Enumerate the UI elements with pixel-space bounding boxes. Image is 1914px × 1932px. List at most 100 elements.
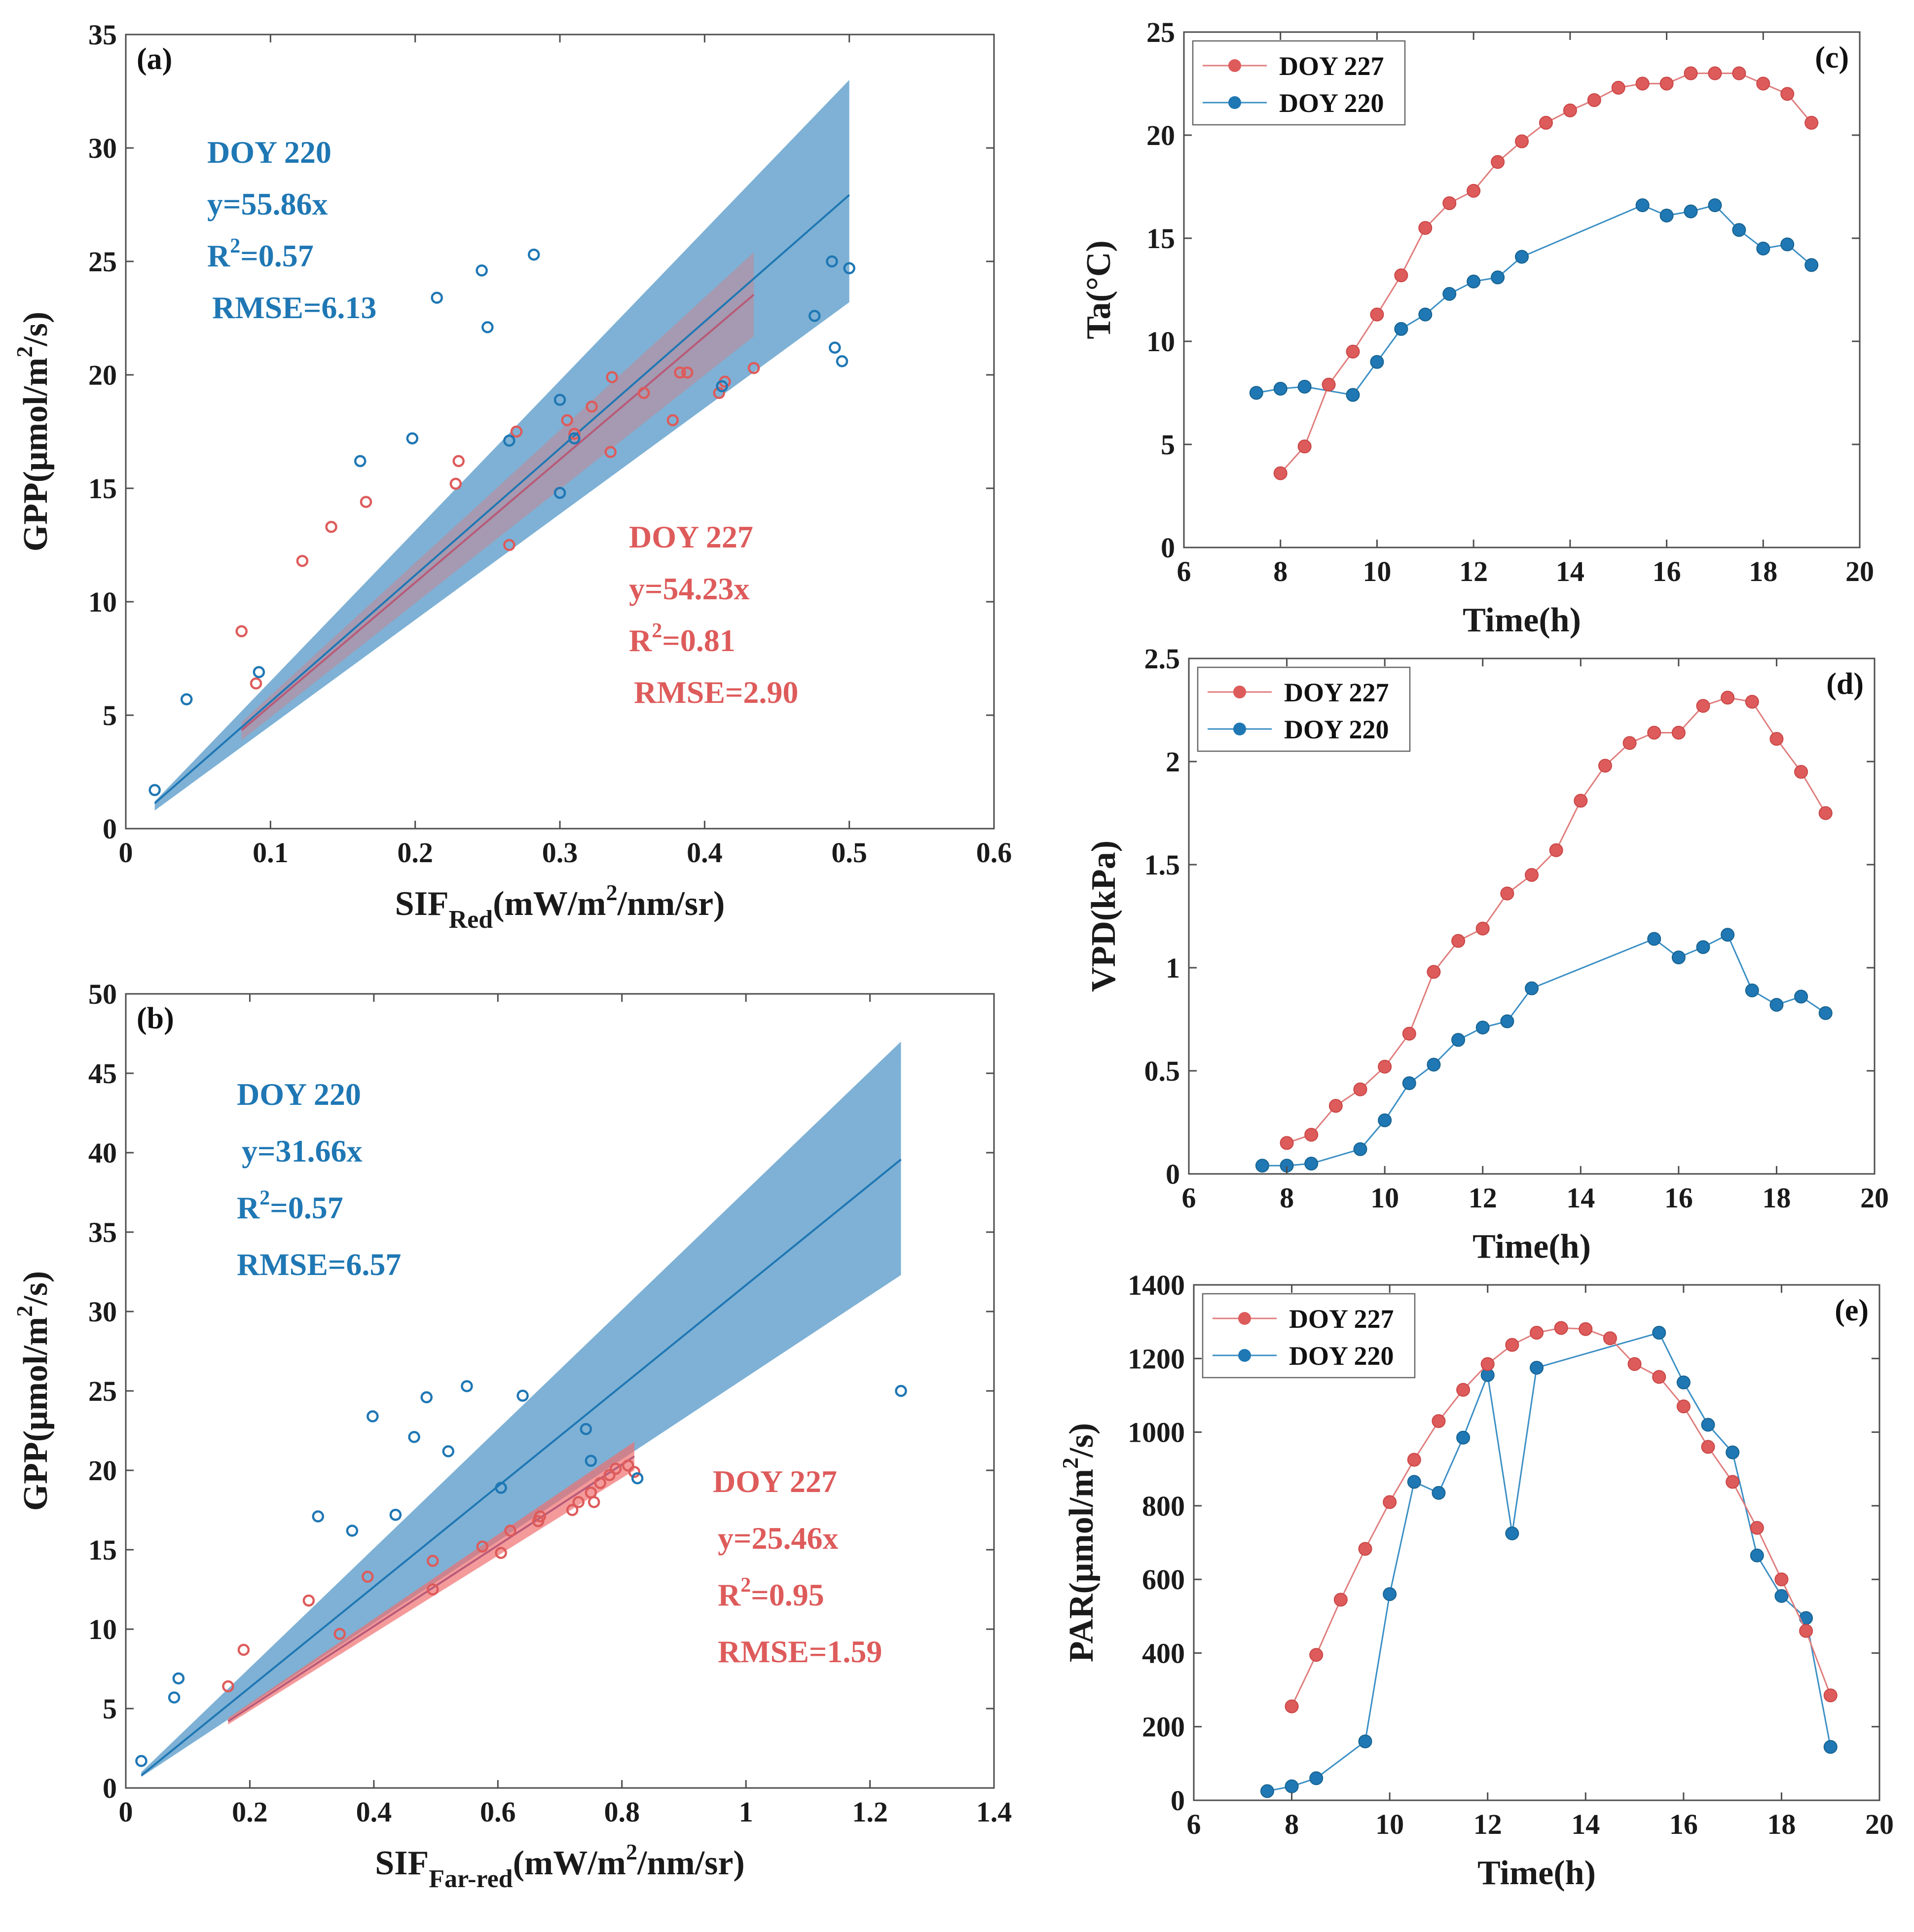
point-doy227 [1475, 921, 1490, 936]
y-tick-label: 1400 [1128, 1269, 1185, 1301]
point-doy227 [222, 1680, 234, 1693]
x-axis-label: Time(h) [1463, 601, 1581, 639]
x-tick-label: 0.4 [356, 1796, 392, 1828]
x-tick-label: 1.4 [976, 1796, 1012, 1828]
point-doy220 [1418, 307, 1433, 322]
y-tick-label: 10 [1146, 326, 1175, 358]
panel-a: 0 0.1 0.2 0.3 0.4 0.5 0.605101520253035(a)SIFR… [12, 19, 1012, 934]
point-doy220 [1358, 1734, 1372, 1749]
y-tick-label: 20 [1146, 119, 1175, 151]
point-doy227 [1309, 1648, 1324, 1662]
point-doy220 [476, 264, 488, 277]
legend-marker [1228, 59, 1241, 72]
annotation-doy220-rmse: RMSE=6.57 [237, 1247, 401, 1282]
y-tick-label: 20 [88, 359, 117, 391]
x-tick-label: 12 [1459, 555, 1488, 587]
point-doy220 [367, 1410, 379, 1422]
fit-line-doy220 [141, 1159, 902, 1777]
point-doy220 [1475, 1021, 1490, 1035]
point-doy227 [250, 677, 262, 690]
y-tick-label: 5 [103, 699, 117, 731]
y-tick-label: 25 [88, 246, 117, 278]
point-doy227 [1491, 155, 1505, 169]
point-doy220 [829, 341, 841, 354]
annotation-doy227-r2-value: =0.81 [662, 623, 735, 658]
point-doy227 [1505, 1338, 1519, 1352]
y-label-end: /s) [17, 312, 55, 347]
point-doy220 [406, 432, 419, 445]
point-doy227 [1611, 80, 1625, 95]
point-doy227 [1346, 344, 1360, 359]
y-tick-label: 1000 [1128, 1417, 1185, 1449]
annotation-doy220-equation: y=31.66x [242, 1133, 362, 1168]
y-tick-label: 25 [1146, 16, 1175, 48]
point-doy220 [716, 380, 728, 393]
point-doy227 [1456, 1383, 1471, 1397]
point-doy220 [1260, 1784, 1274, 1798]
x-tick-label: 16 [1653, 555, 1681, 587]
point-doy220 [1407, 1475, 1421, 1489]
point-doy220 [1505, 1526, 1519, 1540]
point-doy220 [1721, 928, 1735, 942]
legend-marker [1238, 1349, 1251, 1362]
point-doy227 [1530, 1326, 1544, 1340]
point-doy220 [1525, 981, 1539, 995]
point-doy220 [1659, 209, 1674, 223]
point-doy227 [1579, 1322, 1593, 1336]
point-doy227 [1322, 377, 1336, 392]
point-doy220 [1701, 1418, 1715, 1432]
panel-letter: (c) [1815, 41, 1849, 74]
point-doy227 [1353, 1082, 1367, 1096]
x-tick-label: 14 [1571, 1808, 1600, 1840]
plot-frame [1183, 31, 1861, 548]
point-doy220 [1823, 1740, 1838, 1754]
x-label-subscript: Red [449, 906, 493, 934]
point-doy227 [495, 1547, 507, 1559]
x-tick-label: 0.8 [604, 1796, 640, 1828]
x-tick-label: 18 [1767, 1808, 1796, 1840]
panel-b: 0 0.2 0.4 0.6 0.8 1 1.2 1.4 0 5 10 15 20 25 30 35 40 45 50… [12, 978, 1012, 1893]
point-doy227 [1732, 66, 1746, 80]
x-tick-label: 12 [1469, 1182, 1497, 1214]
point-doy227 [1701, 1440, 1715, 1454]
point-doy220 [568, 432, 581, 445]
point-doy227 [296, 554, 309, 567]
point-doy227 [1525, 868, 1539, 882]
point-doy227 [1378, 1059, 1392, 1074]
point-doy227 [1554, 1321, 1568, 1335]
y-tick-label: 30 [88, 1296, 117, 1328]
point-doy220 [1442, 287, 1457, 301]
point-doy220 [172, 1672, 185, 1685]
point-doy227 [510, 425, 523, 438]
confidence-band-doy227 [228, 1442, 634, 1725]
x-axis-label: SIFFar-red(mW/m2/nm/sr) [375, 1839, 744, 1893]
y-tick-label: 30 [88, 132, 117, 164]
y-tick-label: 45 [88, 1057, 117, 1090]
point-doy220 [1652, 1326, 1666, 1340]
point-doy220 [1769, 998, 1784, 1012]
point-doy220 [1402, 1076, 1416, 1091]
point-doy220 [836, 355, 848, 367]
x-tick-label: 8 [1273, 555, 1288, 587]
annotation-doy227-title: DOY 227 [629, 519, 753, 554]
y-tick-label: 0 [1171, 1785, 1185, 1817]
point-doy227 [1647, 726, 1661, 740]
point-doy227 [1515, 134, 1529, 148]
point-doy220 [431, 292, 443, 304]
y-label-main: GPP(μmol/m [17, 1317, 55, 1511]
point-doy227 [1442, 196, 1457, 210]
legend-marker [1228, 96, 1241, 109]
point-doy220 [1273, 382, 1288, 396]
x-axis-label: Time(h) [1472, 1228, 1591, 1266]
point-doy220 [516, 1389, 529, 1402]
point-doy220 [527, 248, 540, 261]
point-doy220 [1708, 198, 1722, 213]
point-doy220 [1309, 1771, 1324, 1786]
point-doy227 [1500, 886, 1514, 901]
legend-label: DOY 220 [1284, 715, 1389, 744]
point-doy220 [503, 435, 515, 447]
point-doy227 [325, 520, 337, 533]
point-doy220 [826, 255, 838, 268]
annotation-doy227-equation: y=25.46x [718, 1521, 838, 1556]
point-doy220 [1255, 1159, 1269, 1173]
